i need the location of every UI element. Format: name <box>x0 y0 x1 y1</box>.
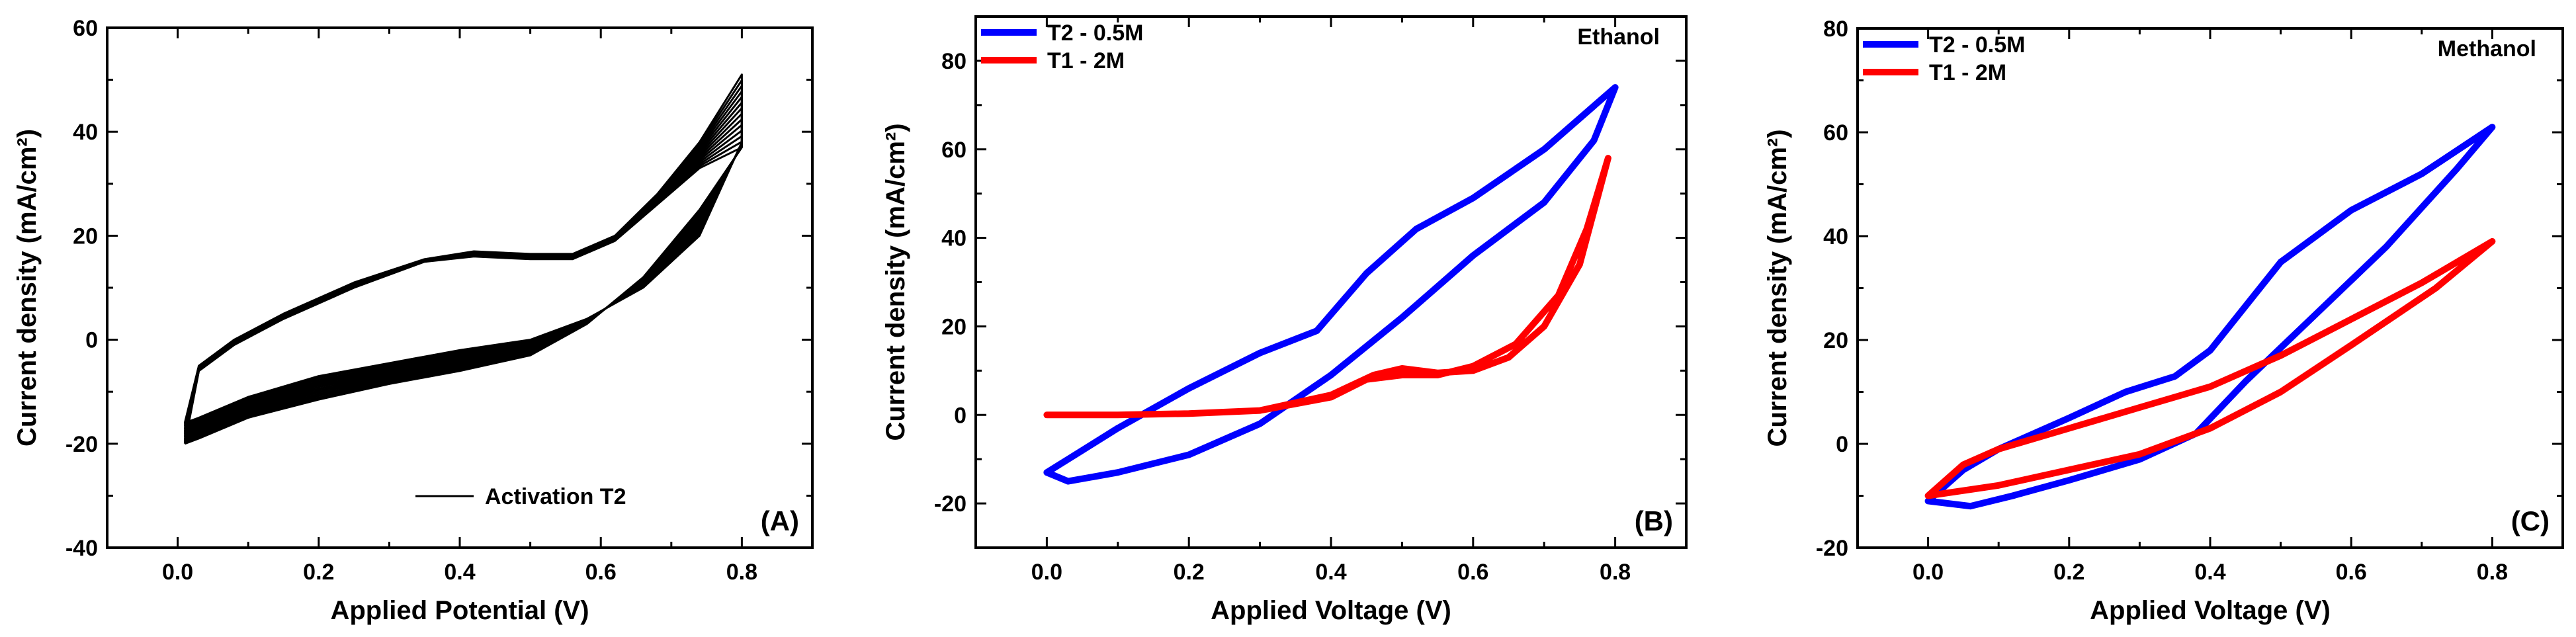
panel-3: 0.0 0.2 0.4 0.6 0.8 -20 0 20 40 60 80 Applied Volta… <box>1763 17 2564 625</box>
y-tick-label: 80 <box>1823 17 1848 42</box>
series-t1-2m <box>1924 237 2496 499</box>
x-axis-label: Applied Potential (V) <box>330 596 589 625</box>
y-tick-label: 40 <box>73 120 98 145</box>
y-tick-label: 40 <box>941 226 966 251</box>
y-tick-label: 0 <box>954 403 966 428</box>
y-tick-label: 20 <box>73 224 98 249</box>
series-activation-t2 <box>183 73 743 445</box>
x-tick-label: 0.0 <box>1031 560 1062 585</box>
panel-label: (B) <box>1635 505 1673 536</box>
y-tick-label: 0 <box>85 328 98 353</box>
legend-label: T2 - 0.5M <box>1047 21 1143 46</box>
x-tick-label: 0.4 <box>444 560 475 585</box>
legend-label: T2 - 0.5M <box>1929 32 2025 58</box>
cv-curve <box>1043 155 1611 419</box>
legend-label: T1 - 2M <box>1047 48 1125 73</box>
cv-curve <box>1924 237 2496 499</box>
y-axis-label: Current density (mA/cm²) <box>13 129 42 446</box>
x-axis-label: Applied Voltage (V) <box>1211 596 1451 625</box>
x-tick-label: 0.0 <box>1912 560 1944 585</box>
series-t2-0-5m <box>1924 124 2496 510</box>
x-tick-label: 0.8 <box>2477 560 2508 585</box>
solvent-annotation: Ethanol <box>1577 24 1660 50</box>
y-tick-label: -40 <box>65 536 98 561</box>
plot-frame <box>974 15 1688 549</box>
y-tick-label: -20 <box>65 432 98 457</box>
panel-label: (C) <box>2511 505 2550 536</box>
y-axis-label: Current density (mA/cm²) <box>881 123 910 441</box>
y-axis-label: Current density (mA/cm²) <box>1763 129 1792 446</box>
legend: Activation T2 <box>415 484 626 509</box>
x-tick-label: 0.2 <box>2053 560 2084 585</box>
x-tick-label: 0.4 <box>1315 560 1346 585</box>
x-tick-label: 0.4 <box>2194 560 2225 585</box>
y-tick-label: 40 <box>1823 224 1848 249</box>
x-axis-label: Applied Voltage (V) <box>2090 596 2331 625</box>
legend-label: Activation T2 <box>485 484 626 509</box>
x-tick-label: 0.0 <box>162 560 193 585</box>
y-tick-label: 60 <box>73 16 98 41</box>
x-tick-label: 0.2 <box>303 560 334 585</box>
cv-curve <box>1043 84 1619 485</box>
cv-curve <box>1924 124 2496 510</box>
plot-frame <box>106 26 814 549</box>
x-tick-label: 0.8 <box>1600 560 1631 585</box>
y-tick-label: 20 <box>941 314 966 339</box>
y-tick-label: 60 <box>1823 120 1848 146</box>
y-tick-label: -20 <box>934 491 966 517</box>
x-tick-label: 0.6 <box>585 560 617 585</box>
y-tick-label: 80 <box>941 49 966 74</box>
y-tick-label: 20 <box>1823 328 1848 353</box>
panel-label: (A) <box>761 505 799 536</box>
cv-cycle-curve <box>183 118 743 437</box>
y-tick-label: 60 <box>941 138 966 163</box>
x-tick-label: 0.6 <box>2336 560 2367 585</box>
y-tick-label: 0 <box>1836 432 1848 457</box>
cv-cycle-curve <box>183 146 743 445</box>
x-tick-label: 0.2 <box>1174 560 1205 585</box>
series-t2-0-5m <box>1043 84 1619 485</box>
panel-1: 0.0 0.2 0.4 0.6 0.8 -40 -20 0 20 40 60 Applied Pote… <box>13 16 814 625</box>
y-tick-label: -20 <box>1816 536 1848 561</box>
legend-label: T1 - 2M <box>1929 60 2006 85</box>
solvent-annotation: Methanol <box>2438 36 2536 62</box>
series-t1-2m <box>1043 155 1611 419</box>
x-tick-label: 0.8 <box>726 560 757 585</box>
panel-2: 0.0 0.2 0.4 0.6 0.8 -20 0 20 40 60 80 Applied Volta… <box>881 15 1688 625</box>
x-tick-label: 0.6 <box>1457 560 1488 585</box>
